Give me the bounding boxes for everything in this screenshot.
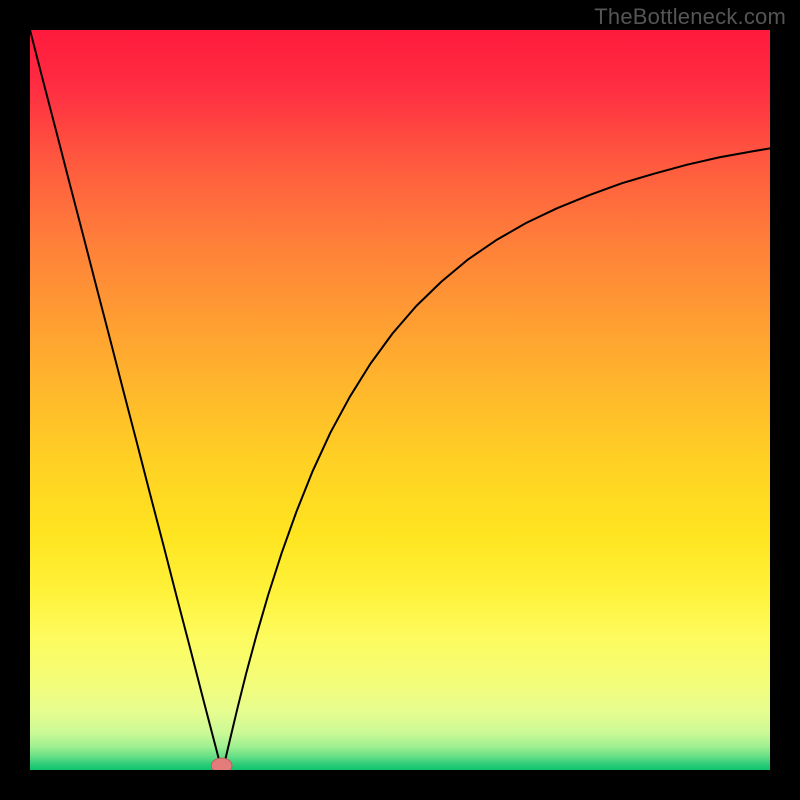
chart-background [30,30,770,770]
watermark-text: TheBottleneck.com [594,4,786,30]
chart-frame: TheBottleneck.com [0,0,800,800]
chart-svg [30,30,770,770]
plot-area [30,30,770,770]
minimum-marker [211,758,232,770]
